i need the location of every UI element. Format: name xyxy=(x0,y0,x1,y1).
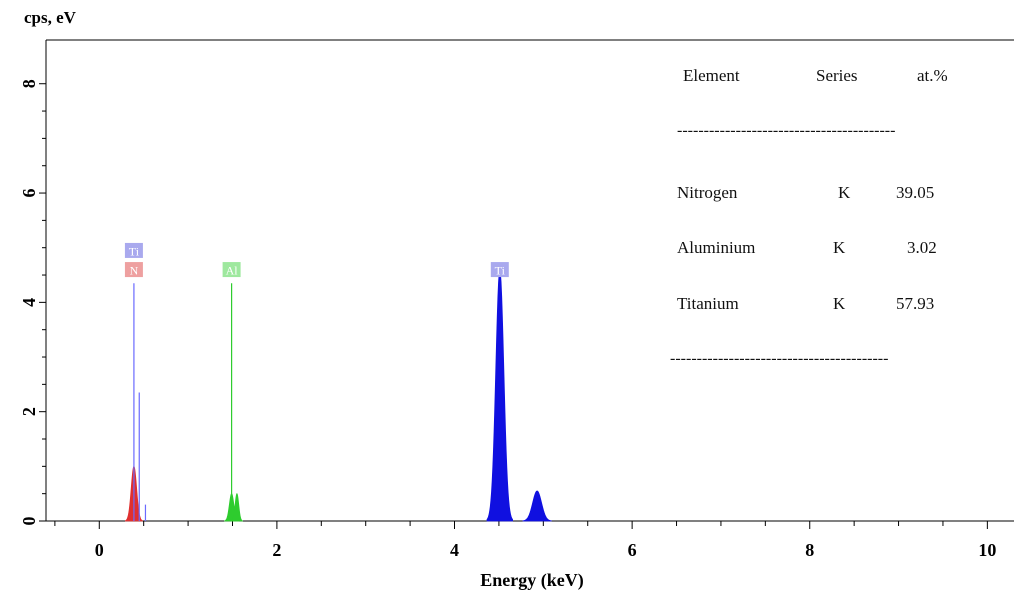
x-tick-label: 6 xyxy=(628,540,637,560)
y-tick-label: 4 xyxy=(19,298,39,307)
table-row-at: 39.05 xyxy=(896,183,935,202)
peak-label-bg xyxy=(124,262,143,278)
peak-label-ti: Ti xyxy=(495,264,506,278)
x-axis-label: Energy (keV) xyxy=(480,570,584,590)
peak-label-bg xyxy=(490,262,509,278)
table-header-element: Element xyxy=(683,66,740,85)
table-row-element: Nitrogen xyxy=(677,183,738,202)
table-row-series: K xyxy=(838,183,851,202)
x-tick-label: 4 xyxy=(450,540,459,560)
y-tick-label: 0 xyxy=(19,517,39,526)
x-tick-label: 8 xyxy=(805,540,814,560)
table-header-series: Series xyxy=(816,66,858,85)
table-row-element: Titanium xyxy=(677,294,739,313)
x-tick-label: 10 xyxy=(978,540,996,560)
peak-label-bg xyxy=(222,262,241,278)
peak-label-al: Al xyxy=(226,264,239,278)
table-row-element: Aluminium xyxy=(677,238,756,257)
peak-label-ti: Ti xyxy=(129,244,140,258)
table-row-series: K xyxy=(833,238,846,257)
x-tick-label: 0 xyxy=(95,540,104,560)
peak-ti xyxy=(486,269,513,522)
table-rule-top: ----------------------------------------… xyxy=(677,122,896,139)
table-rule-bottom: ----------------------------------------… xyxy=(670,350,889,367)
table-row-at: 3.02 xyxy=(907,238,937,257)
y-tick-label: 6 xyxy=(19,189,39,198)
y-axis-label: cps, eV xyxy=(24,8,76,27)
peak-label-bg xyxy=(124,242,143,258)
peak-al xyxy=(230,493,244,522)
y-tick-label: 2 xyxy=(19,407,39,416)
table-row-series: K xyxy=(833,294,846,313)
x-tick-label: 2 xyxy=(272,540,281,560)
peak-label-n: N xyxy=(130,264,139,278)
table-header-at: at.% xyxy=(917,66,948,85)
table-row-at: 57.93 xyxy=(896,294,935,313)
peak-ti xyxy=(522,490,552,522)
y-tick-label: 8 xyxy=(19,79,39,88)
